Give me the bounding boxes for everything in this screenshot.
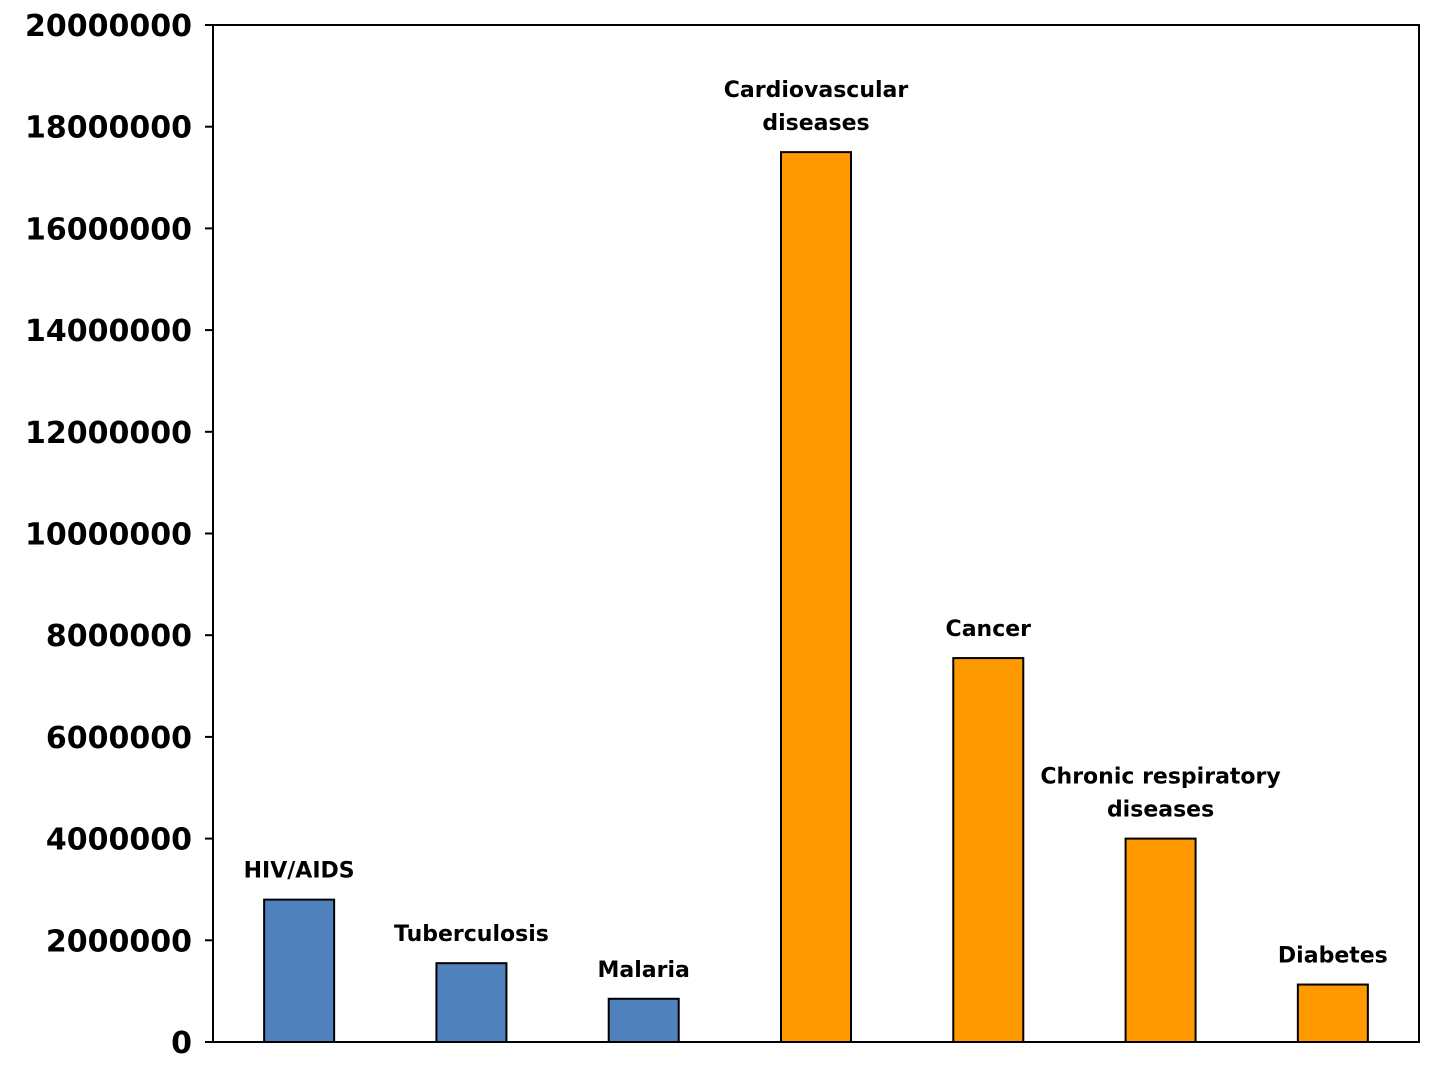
y-tick-label: 12000000	[25, 416, 192, 451]
bars	[263, 151, 1369, 1044]
y-tick-label: 6000000	[46, 721, 192, 756]
bar-labels: HIV/AIDS Tuberculosis Malaria Cardiovascula…	[244, 78, 1388, 983]
y-tick-label: 0	[171, 1026, 192, 1061]
bar	[607, 997, 680, 1044]
bar	[952, 657, 1025, 1044]
bar	[1124, 837, 1197, 1043]
bar-category-label: HIV/AIDS	[244, 859, 355, 884]
y-axis: 0 2000000 4000000 6000000 8000000 10000000 120…	[25, 9, 213, 1061]
bar	[780, 151, 852, 1043]
bar-category-label: Malaria	[598, 958, 690, 983]
bar-category-label: Tuberculosis	[394, 922, 549, 947]
bar-category-label: diseases	[1107, 798, 1214, 823]
bar-category-label: Cancer	[946, 617, 1032, 642]
bar	[263, 898, 336, 1043]
y-tick-label: 14000000	[25, 314, 192, 349]
y-tick-label: 4000000	[46, 823, 192, 858]
bar-category-label: Cardiovascular	[724, 78, 909, 103]
bar-category-label: diseases	[762, 111, 869, 136]
y-tick-label: 16000000	[25, 212, 192, 247]
plot-area-frame	[212, 24, 1420, 1043]
y-tick-label: 8000000	[46, 619, 192, 654]
y-tick-label: 20000000	[25, 9, 192, 44]
y-tick-label: 2000000	[46, 924, 192, 959]
bar-category-label: Chronic respiratory	[1040, 765, 1280, 790]
bar	[435, 962, 508, 1043]
bar-category-label: Diabetes	[1278, 944, 1388, 969]
bar	[1296, 983, 1369, 1043]
y-tick-label: 18000000	[25, 111, 192, 146]
y-tick-label: 10000000	[25, 518, 192, 553]
